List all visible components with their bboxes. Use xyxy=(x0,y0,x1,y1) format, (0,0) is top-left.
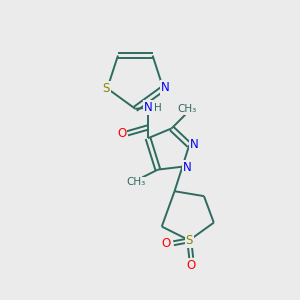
Text: O: O xyxy=(117,127,126,140)
Text: S: S xyxy=(103,82,110,95)
Text: N: N xyxy=(190,138,199,151)
Text: N: N xyxy=(183,161,192,174)
Text: CH₃: CH₃ xyxy=(127,177,146,188)
Text: CH₃: CH₃ xyxy=(178,104,197,114)
Text: O: O xyxy=(187,259,196,272)
Text: H: H xyxy=(154,103,162,113)
Text: O: O xyxy=(161,237,170,250)
Text: N: N xyxy=(144,101,152,114)
Text: N: N xyxy=(161,81,170,94)
Text: S: S xyxy=(186,234,193,247)
